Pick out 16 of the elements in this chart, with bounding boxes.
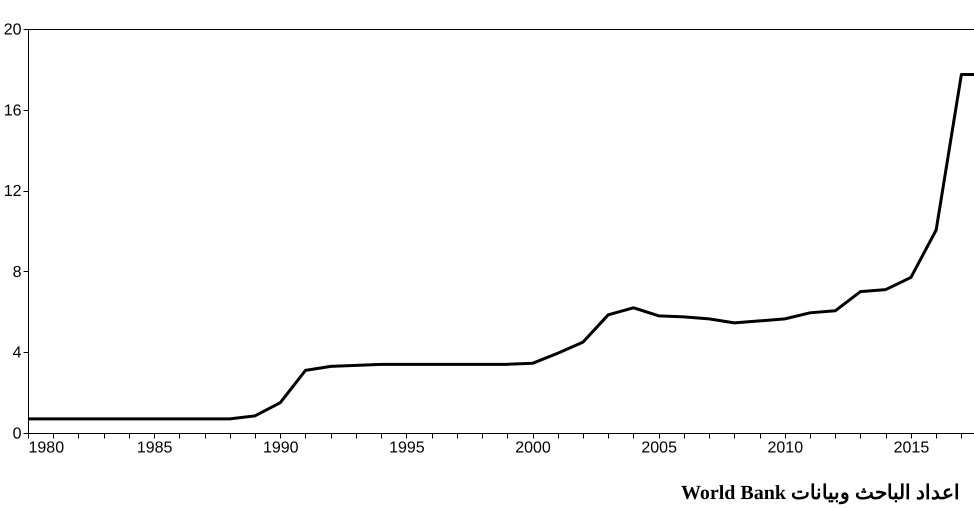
y-tick-label: 12 [4,183,22,200]
x-tick-label: 2015 [894,440,930,456]
x-tick-label: 1990 [262,440,299,456]
y-tick-label: 0 [12,426,22,442]
y-tick-label: 4 [12,344,22,362]
line-series [28,72,974,420]
x-tick-label: 2005 [641,440,678,456]
y-tick-label: 16 [4,102,22,120]
y-tick-label: 20 [4,22,22,38]
x-tick-label: 1980 [28,440,64,456]
x-tick-label: 2010 [768,440,804,456]
y-tick-label: 8 [12,264,22,281]
text: اعداد الباحث وبيانات World Bank [680,482,960,505]
x-tick-label: 2000 [515,440,551,456]
x-tick-label: 1995 [389,440,425,456]
x-tick-label: 1985 [136,440,173,456]
